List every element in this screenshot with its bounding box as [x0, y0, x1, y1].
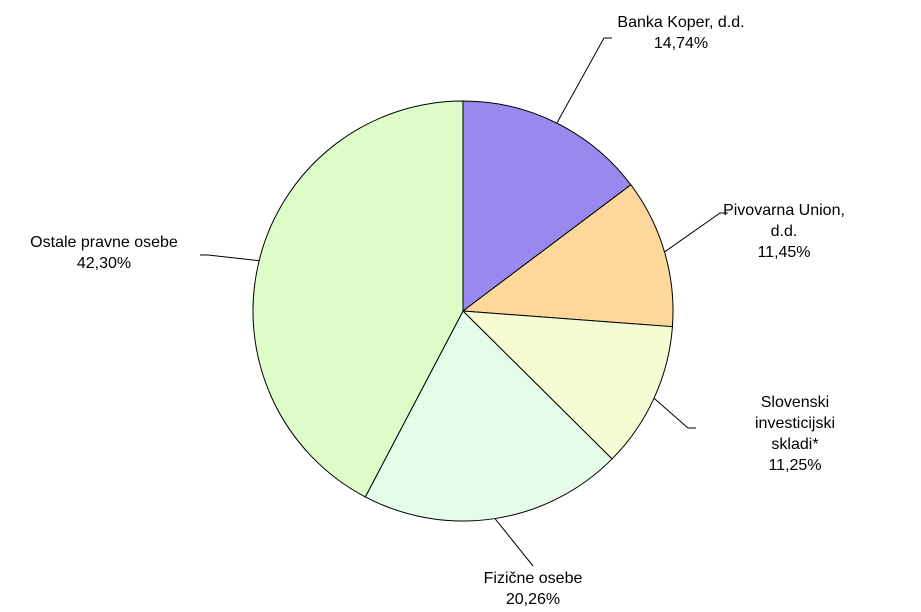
leader-line: [200, 254, 260, 262]
value-label: 42,30%: [76, 255, 132, 272]
value-label: 20,26%: [505, 591, 561, 608]
slice-label: Slovenski investicijski skladi* 11,25%: [732, 392, 858, 476]
pie-slice: [461, 184, 674, 328]
slice-label: Fizične osebe 20,26%: [484, 568, 583, 610]
leader-line: [664, 212, 728, 253]
leader-line: [494, 518, 534, 567]
slice-label: Ostale pravne osebe 42,30%: [30, 232, 178, 274]
pie-slice: [364, 310, 613, 522]
slice-label: Banka Koper, d.d. 14,74%: [617, 12, 744, 54]
category-label: Ostale pravne osebe: [30, 234, 178, 251]
pie-slice: [461, 310, 673, 460]
category-label: Slovenski investicijski skladi*: [754, 394, 835, 453]
category-label: Banka Koper, d.d.: [617, 14, 745, 31]
leader-line: [653, 397, 696, 429]
value-label: 11,25%: [768, 457, 822, 474]
pie-slice: [462, 100, 632, 313]
leader-line: [556, 37, 612, 124]
category-label: Fizične osebe: [483, 570, 583, 587]
value-label: 14,74%: [653, 35, 709, 52]
category-label: Pivovarna Union, d.d.: [723, 202, 845, 240]
value-label: 11,45%: [757, 244, 811, 261]
slice-label: Pivovarna Union, d.d. 11,45%: [716, 200, 853, 263]
pie-slice: [252, 100, 464, 498]
